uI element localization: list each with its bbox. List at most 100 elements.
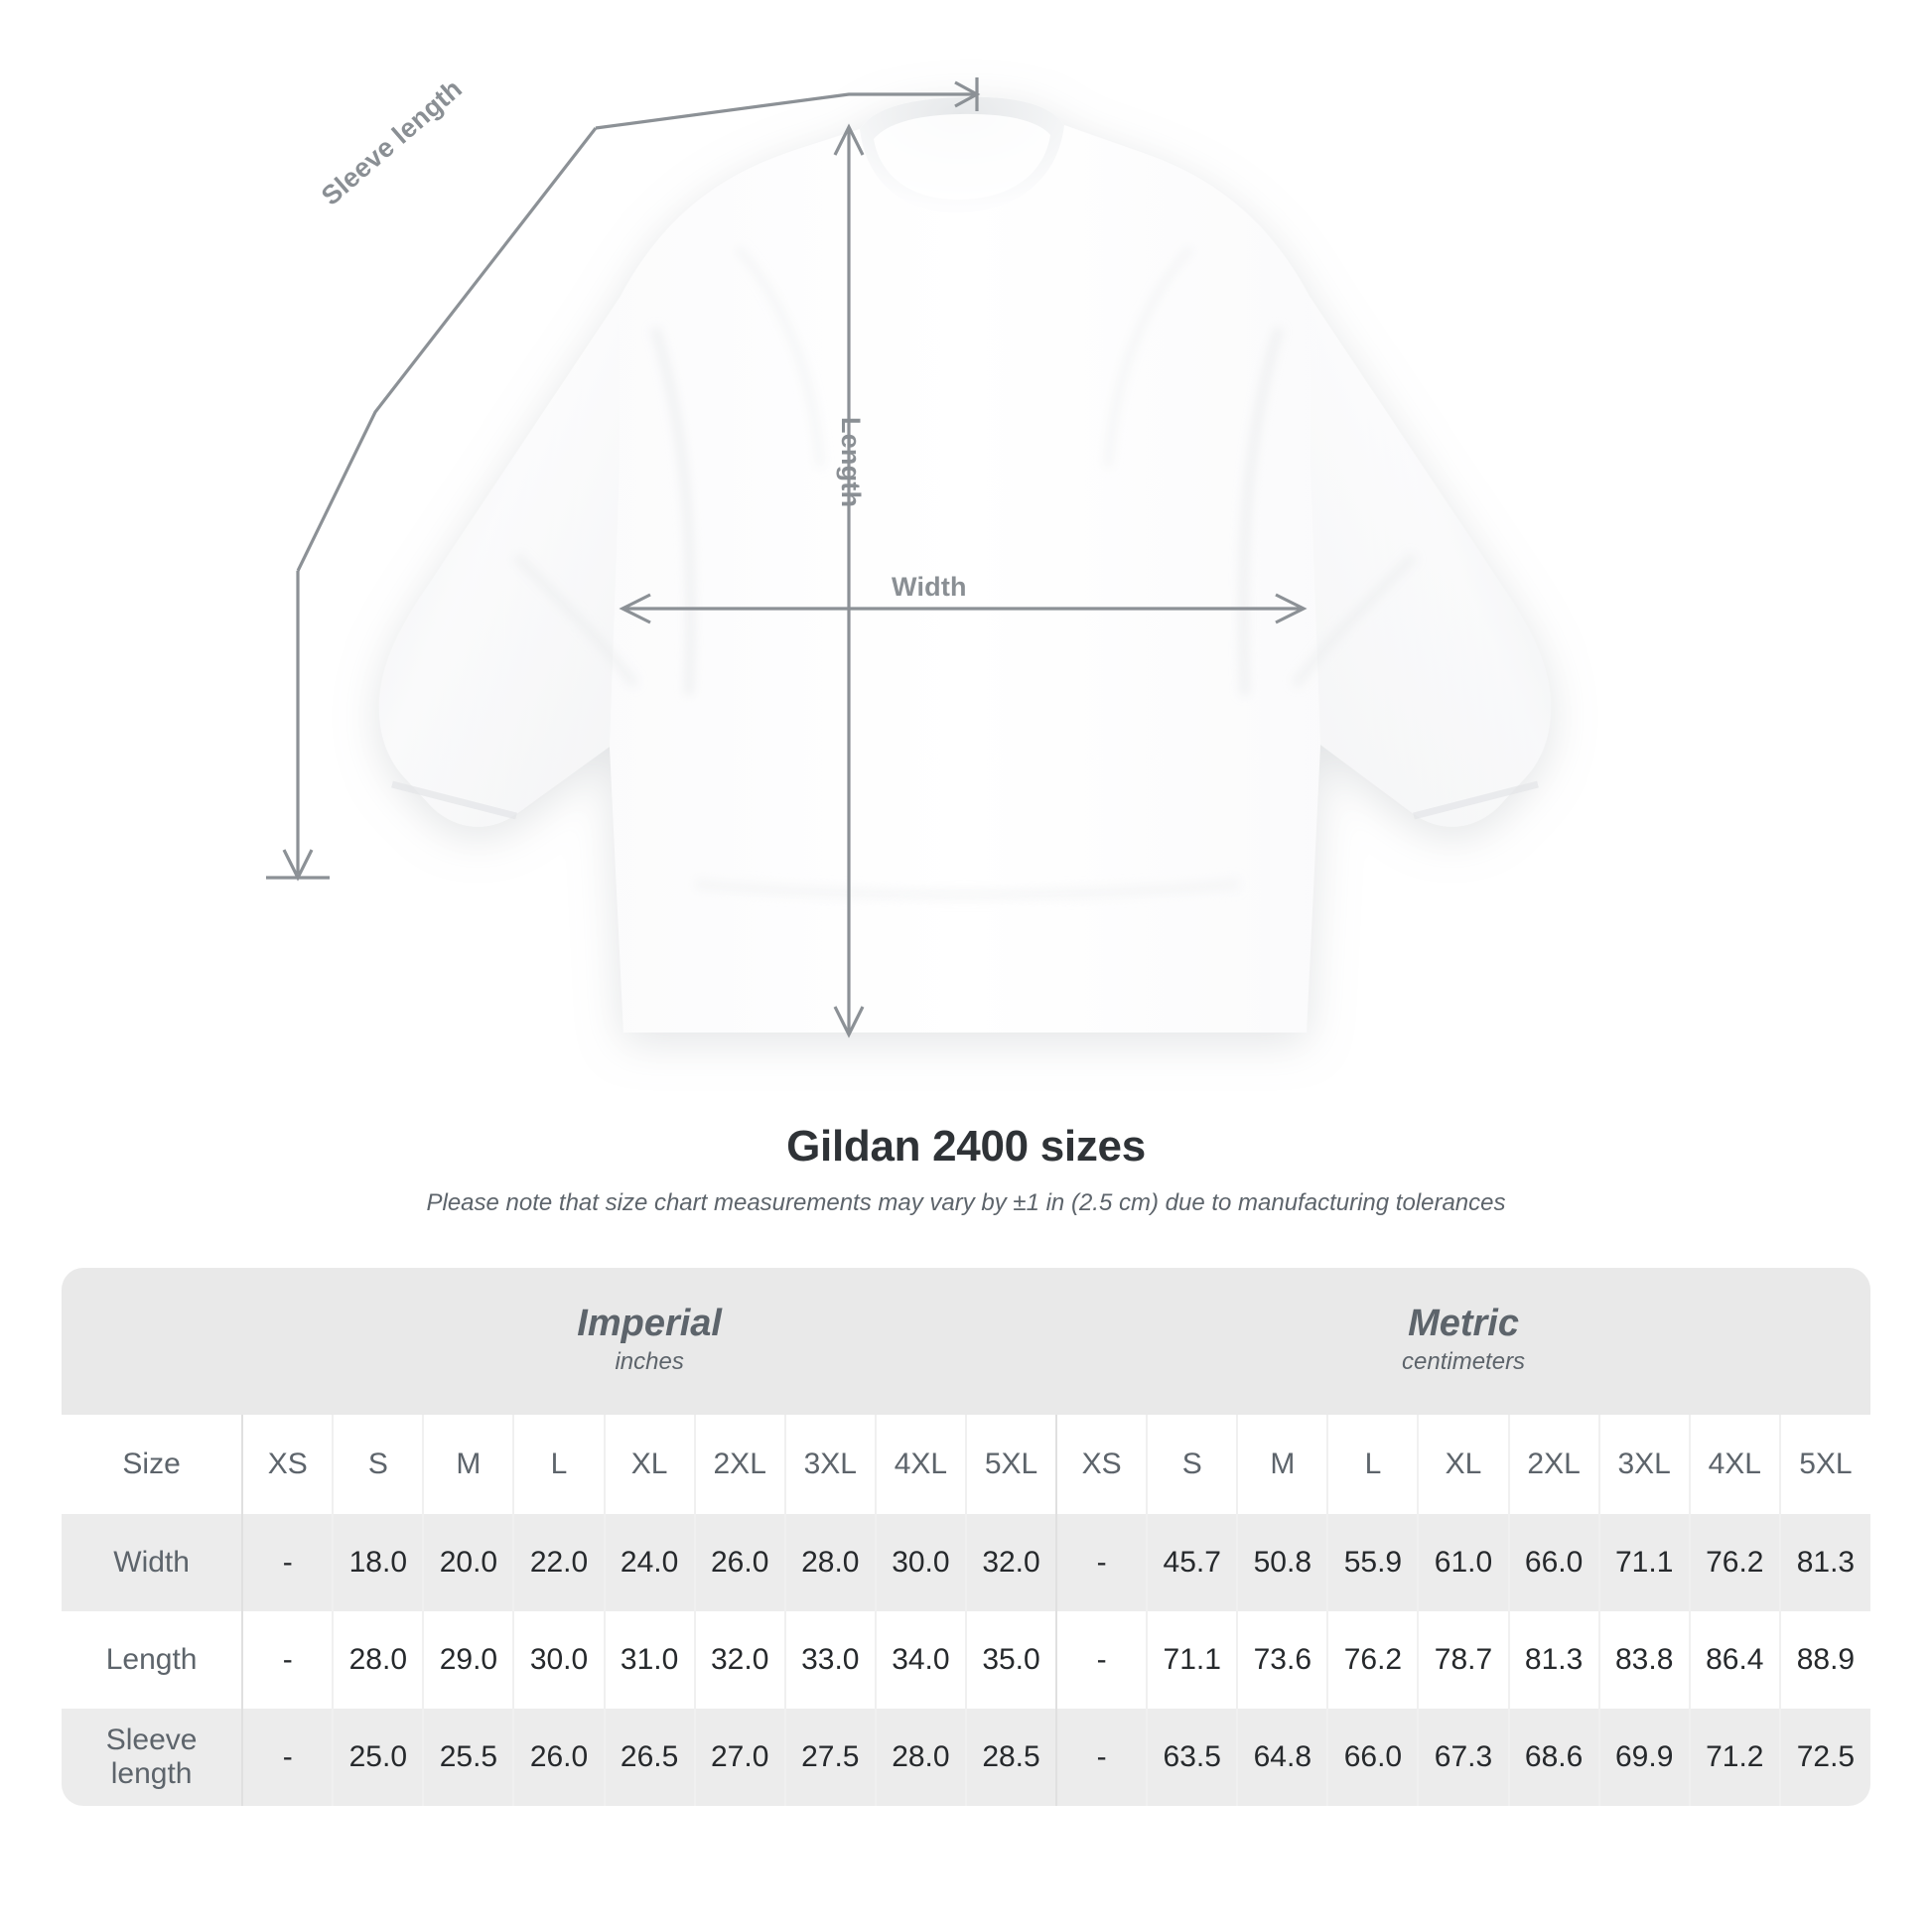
unit-group-metric-name: Metric: [1408, 1302, 1519, 1344]
cell-width-imperial-3xl: 28.0: [783, 1514, 876, 1611]
page-subtitle: Please note that size chart measurements…: [426, 1189, 1506, 1216]
cell-width-metric-s: 45.7: [1146, 1514, 1238, 1611]
cell-length-imperial-m: 29.0: [422, 1611, 514, 1709]
cell-sleeve-length-imperial-4xl: 28.0: [874, 1709, 966, 1806]
size-header-imperial-3xl: 3XL: [783, 1415, 876, 1514]
long-sleeve-tee-graphic: [266, 77, 1552, 1038]
page-title: Gildan 2400 sizes: [786, 1122, 1146, 1171]
size-header-metric-xl: XL: [1417, 1415, 1509, 1514]
cell-sleeve-length-imperial-m: 25.5: [422, 1709, 514, 1806]
cell-width-imperial-m: 20.0: [422, 1514, 514, 1611]
cell-length-metric-l: 76.2: [1326, 1611, 1419, 1709]
cell-length-metric-s: 71.1: [1146, 1611, 1238, 1709]
shirt-body-shape: [378, 96, 1552, 1033]
cell-width-metric-l: 55.9: [1326, 1514, 1419, 1611]
size-header-metric-2xl: 2XL: [1507, 1415, 1599, 1514]
cell-sleeve-length-metric-2xl: 68.6: [1507, 1709, 1599, 1806]
cell-sleeve-length-metric-5xl: 72.5: [1778, 1709, 1870, 1806]
row-label-sleeve-length: Sleeve length: [62, 1709, 243, 1806]
cell-sleeve-length-imperial-xs: -: [241, 1709, 334, 1806]
unit-row-spacer: [62, 1268, 243, 1415]
cell-width-imperial-s: 18.0: [332, 1514, 424, 1611]
size-table-container: Imperial inches Metric centimeters Size …: [62, 1268, 1870, 1806]
row-label-width: Width: [62, 1514, 243, 1611]
cell-length-metric-4xl: 86.4: [1688, 1611, 1780, 1709]
cell-width-metric-3xl: 71.1: [1597, 1514, 1690, 1611]
size-header-metric-s: S: [1146, 1415, 1238, 1514]
cell-width-metric-xs: -: [1055, 1514, 1148, 1611]
sleeve-cuffs: [391, 780, 1539, 820]
cell-sleeve-length-imperial-s: 25.0: [332, 1709, 424, 1806]
size-header-metric-l: L: [1326, 1415, 1419, 1514]
sleeve-length-guide: [266, 77, 981, 882]
table-row: Width -18.0 20.0 22.0 24.0 26.0 28.0 30.0 32.0-4…: [62, 1514, 1870, 1611]
cell-width-imperial-xs: -: [241, 1514, 334, 1611]
cell-length-imperial-3xl: 33.0: [783, 1611, 876, 1709]
cell-length-metric-m: 73.6: [1236, 1611, 1328, 1709]
cell-length-imperial-2xl: 32.0: [693, 1611, 785, 1709]
size-header-metric-5xl: 5XL: [1778, 1415, 1870, 1514]
table-row: Sleeve length -25.0 25.5 26.0 26.5 27.0 27.5 28…: [62, 1709, 1870, 1806]
size-table-body: Width -18.0 20.0 22.0 24.0 26.0 28.0 30.0 32.0-4…: [62, 1514, 1870, 1806]
cell-width-metric-4xl: 76.2: [1688, 1514, 1780, 1611]
table-row: Length -28.0 29.0 30.0 31.0 32.0 33.0 34.0 35.0-…: [62, 1611, 1870, 1709]
cell-length-imperial-4xl: 34.0: [874, 1611, 966, 1709]
cell-length-imperial-l: 30.0: [512, 1611, 605, 1709]
size-table-head: Imperial inches Metric centimeters Size …: [62, 1268, 1870, 1514]
garment-illustration: Sleeve length Length Width: [266, 73, 1552, 1038]
unit-group-imperial: Imperial inches: [242, 1268, 1057, 1415]
cell-width-metric-5xl: 81.3: [1778, 1514, 1870, 1611]
cell-width-metric-xl: 61.0: [1417, 1514, 1509, 1611]
width-label: Width: [892, 572, 967, 602]
unit-group-metric: Metric centimeters: [1056, 1268, 1870, 1415]
cell-sleeve-length-imperial-3xl: 27.5: [783, 1709, 876, 1806]
cell-sleeve-length-imperial-l: 26.0: [512, 1709, 605, 1806]
length-label: Length: [836, 417, 866, 508]
size-header-imperial-2xl: 2XL: [693, 1415, 785, 1514]
size-header-imperial-l: L: [512, 1415, 605, 1514]
size-header-metric-3xl: 3XL: [1597, 1415, 1690, 1514]
cell-sleeve-length-imperial-5xl: 28.5: [964, 1709, 1057, 1806]
cell-sleeve-length-metric-xs: -: [1055, 1709, 1148, 1806]
cell-sleeve-length-metric-4xl: 71.2: [1688, 1709, 1780, 1806]
size-header-imperial-s: S: [332, 1415, 424, 1514]
size-header-imperial-xl: XL: [603, 1415, 695, 1514]
cell-length-metric-xs: -: [1055, 1611, 1148, 1709]
fabric-folds: [512, 245, 1418, 901]
width-guide: [619, 593, 1308, 624]
length-guide: [833, 123, 865, 1038]
cell-width-imperial-xl: 24.0: [603, 1514, 695, 1611]
size-table: Imperial inches Metric centimeters Size …: [62, 1268, 1870, 1806]
measurement-guides: [266, 77, 1308, 1038]
cell-length-imperial-5xl: 35.0: [964, 1611, 1057, 1709]
cell-width-metric-m: 50.8: [1236, 1514, 1328, 1611]
cell-length-metric-xl: 78.7: [1417, 1611, 1509, 1709]
cell-sleeve-length-metric-m: 64.8: [1236, 1709, 1328, 1806]
cell-length-imperial-s: 28.0: [332, 1611, 424, 1709]
cell-length-metric-2xl: 81.3: [1507, 1611, 1599, 1709]
cell-sleeve-length-metric-s: 63.5: [1146, 1709, 1238, 1806]
size-header-label: Size: [62, 1415, 243, 1514]
size-header-imperial-5xl: 5XL: [964, 1415, 1057, 1514]
title-block: Gildan 2400 sizes Please note that size …: [0, 1122, 1932, 1217]
row-label-length: Length: [62, 1611, 243, 1709]
cell-sleeve-length-metric-l: 66.0: [1326, 1709, 1419, 1806]
cell-length-metric-5xl: 88.9: [1778, 1611, 1870, 1709]
cell-width-imperial-4xl: 30.0: [874, 1514, 966, 1611]
cell-width-metric-2xl: 66.0: [1507, 1514, 1599, 1611]
unit-group-imperial-sub: inches: [615, 1348, 684, 1376]
cell-length-imperial-xs: -: [241, 1611, 334, 1709]
cell-sleeve-length-metric-xl: 67.3: [1417, 1709, 1509, 1806]
unit-group-metric-sub: centimeters: [1402, 1348, 1526, 1376]
size-header-imperial-xs: XS: [241, 1415, 334, 1514]
unit-group-imperial-name: Imperial: [577, 1302, 722, 1344]
unit-header-row: Imperial inches Metric centimeters: [62, 1268, 1870, 1415]
cell-length-imperial-xl: 31.0: [603, 1611, 695, 1709]
cell-width-imperial-2xl: 26.0: [693, 1514, 785, 1611]
cell-length-metric-3xl: 83.8: [1597, 1611, 1690, 1709]
cell-width-imperial-l: 22.0: [512, 1514, 605, 1611]
size-header-metric-m: M: [1236, 1415, 1328, 1514]
size-header-row: Size XS S M L XL 2XL 3XL 4XL 5XL XS S M L XL 2XL 3XL 4XL…: [62, 1415, 1870, 1514]
cell-sleeve-length-imperial-2xl: 27.0: [693, 1709, 785, 1806]
